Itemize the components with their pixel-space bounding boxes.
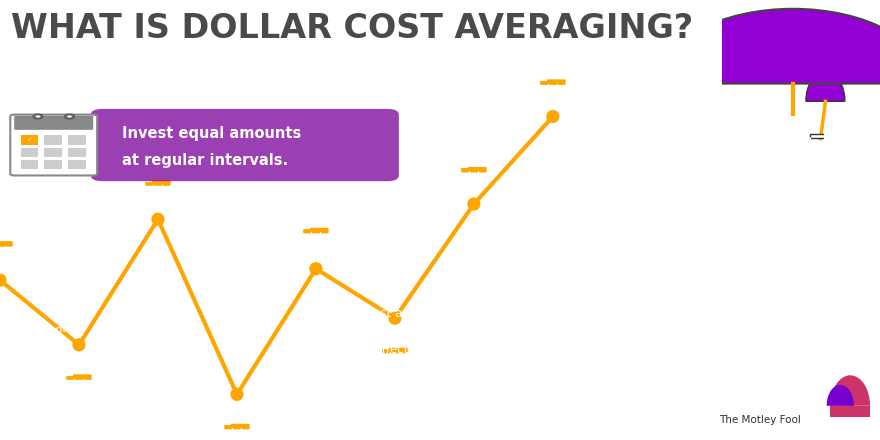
FancyBboxPatch shape <box>44 160 62 169</box>
Text: Average price: Average price <box>4 316 85 356</box>
FancyBboxPatch shape <box>11 114 97 176</box>
Text: Dollar-cost averaging
requires patience–it
is most effective over
long periods o: Dollar-cost averaging requires patience–… <box>327 307 456 374</box>
FancyBboxPatch shape <box>20 136 39 145</box>
FancyBboxPatch shape <box>540 79 566 85</box>
Wedge shape <box>831 375 870 406</box>
Point <box>0 277 7 284</box>
Text: To reduce risk and
maximize returns
over the long term.: To reduce risk and maximize returns over… <box>647 360 767 408</box>
Text: Low Stress: Low Stress <box>647 105 732 119</box>
Circle shape <box>35 115 40 117</box>
FancyBboxPatch shape <box>461 167 487 172</box>
Point <box>466 201 480 208</box>
FancyBboxPatch shape <box>224 424 250 429</box>
FancyBboxPatch shape <box>20 148 39 157</box>
Text: The Motley Fool: The Motley Fool <box>719 415 801 425</box>
Point <box>546 113 560 120</box>
FancyBboxPatch shape <box>68 136 85 145</box>
Text: Key to Success:: Key to Success: <box>647 166 764 179</box>
Text: Reason:: Reason: <box>647 326 707 339</box>
Text: Invest equal amounts: Invest equal amounts <box>122 126 302 141</box>
Circle shape <box>65 114 74 119</box>
Text: ✓: ✓ <box>26 137 33 143</box>
Text: Stick with the plan, no
matter what the
market does on a
particular day or week.: Stick with the plan, no matter what the … <box>647 200 792 266</box>
Point <box>230 391 244 398</box>
FancyBboxPatch shape <box>68 160 85 169</box>
Circle shape <box>67 115 72 117</box>
Circle shape <box>33 114 42 119</box>
Wedge shape <box>826 385 854 406</box>
FancyBboxPatch shape <box>304 228 328 233</box>
FancyBboxPatch shape <box>68 148 85 157</box>
Point <box>309 265 323 272</box>
FancyBboxPatch shape <box>66 374 92 380</box>
Wedge shape <box>658 9 880 84</box>
FancyBboxPatch shape <box>810 134 825 138</box>
FancyBboxPatch shape <box>0 241 12 247</box>
FancyBboxPatch shape <box>382 348 407 353</box>
FancyBboxPatch shape <box>831 406 870 417</box>
FancyBboxPatch shape <box>14 116 93 130</box>
Text: at regular intervals.: at regular intervals. <box>122 153 289 168</box>
Point <box>151 216 165 223</box>
FancyBboxPatch shape <box>20 160 39 169</box>
FancyBboxPatch shape <box>44 148 62 157</box>
Point <box>72 341 86 348</box>
FancyBboxPatch shape <box>145 180 171 186</box>
FancyBboxPatch shape <box>91 109 399 181</box>
Text: WHAT IS DOLLAR COST AVERAGING?: WHAT IS DOLLAR COST AVERAGING? <box>11 12 693 45</box>
Wedge shape <box>806 71 845 101</box>
Point <box>388 315 402 322</box>
FancyBboxPatch shape <box>44 136 62 145</box>
